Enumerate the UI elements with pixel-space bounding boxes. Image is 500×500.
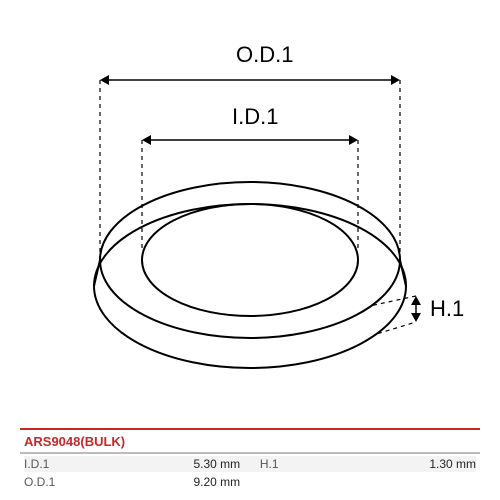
od-label: O.D.1 — [236, 42, 293, 68]
h-label: H.1 — [430, 296, 464, 322]
spec-val: 1.30 mm — [319, 457, 476, 471]
spec-key: O.D.1 — [24, 475, 83, 489]
spec-key: H.1 — [260, 457, 319, 471]
spec-val: 5.30 mm — [83, 457, 240, 471]
spec-row: I.D.15.30 mm H.11.30 mm — [24, 456, 476, 472]
spec-row: O.D.19.20 mm — [24, 474, 476, 490]
id-label: I.D.1 — [232, 104, 278, 130]
spec-key: I.D.1 — [24, 457, 83, 471]
spec-title: ARS9048(BULK) — [24, 434, 125, 449]
spec-rule-mid — [20, 452, 480, 454]
diagram-area: O.D.1 I.D.1 H.1 — [0, 0, 500, 420]
spec-val: 9.20 mm — [83, 475, 240, 489]
spec-rule-top — [20, 428, 480, 430]
